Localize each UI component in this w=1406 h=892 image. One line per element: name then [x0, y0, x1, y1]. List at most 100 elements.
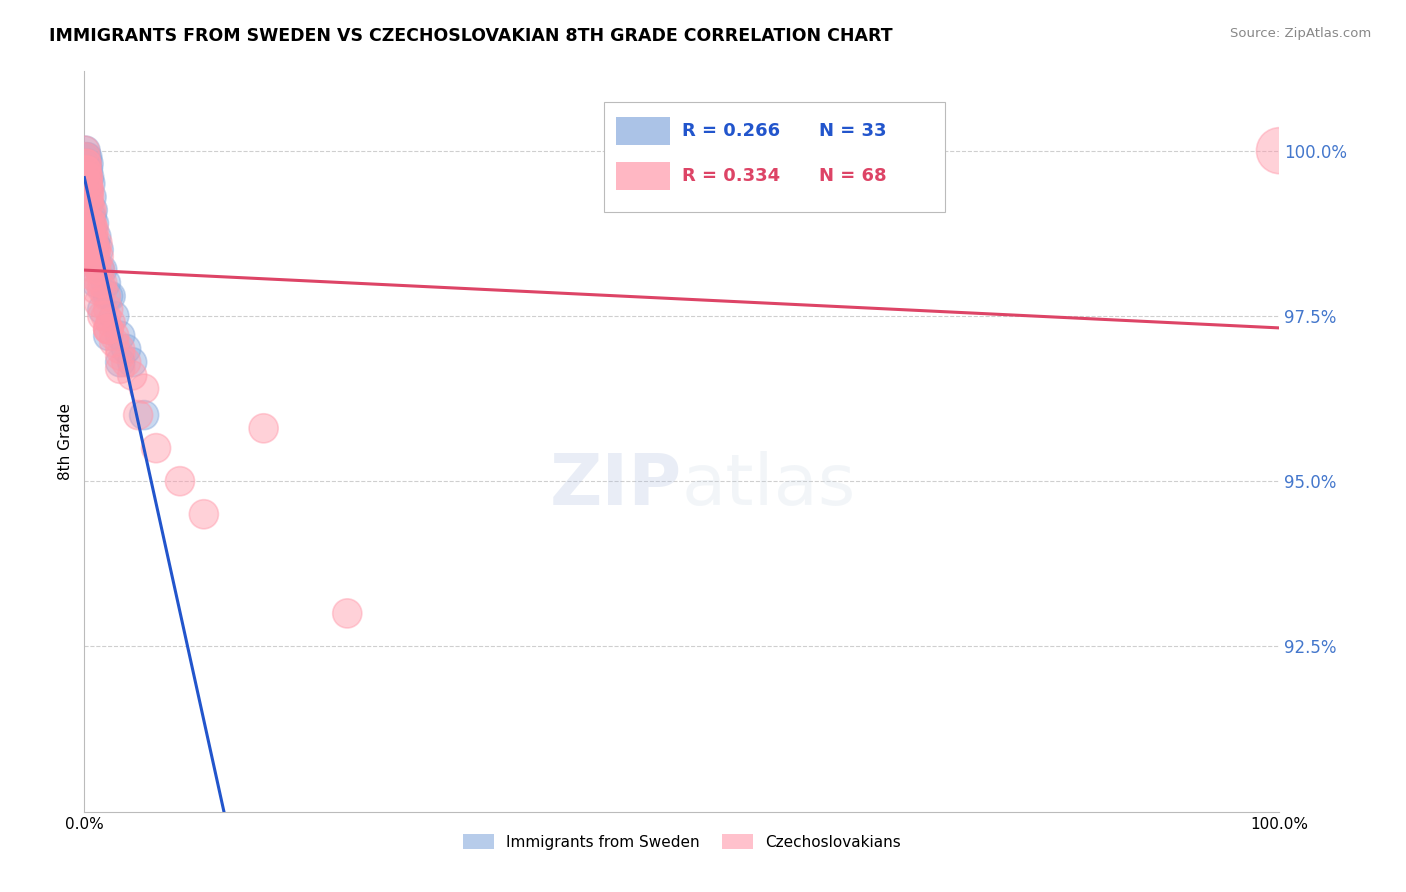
Point — [79, 223, 101, 237]
Point — [110, 361, 132, 376]
Point — [77, 163, 100, 178]
Point — [87, 295, 110, 310]
Point — [76, 157, 98, 171]
Point — [110, 355, 132, 369]
Text: N = 68: N = 68 — [820, 167, 887, 185]
Point — [80, 243, 103, 257]
Point — [86, 256, 108, 270]
Point — [76, 170, 98, 185]
Text: ZIP: ZIP — [550, 451, 682, 520]
Point — [91, 262, 114, 277]
Point — [86, 283, 108, 297]
Point — [97, 322, 120, 336]
Point — [83, 223, 105, 237]
Point — [75, 157, 97, 171]
Point — [169, 474, 191, 488]
Point — [91, 302, 114, 317]
Text: atlas: atlas — [682, 451, 856, 520]
Point — [82, 203, 104, 218]
Point — [76, 177, 98, 191]
Point — [77, 177, 100, 191]
Point — [73, 144, 96, 158]
Point — [86, 229, 108, 244]
Point — [89, 262, 111, 277]
Point — [103, 328, 125, 343]
FancyBboxPatch shape — [616, 117, 671, 145]
Point — [115, 355, 138, 369]
Point — [110, 349, 132, 363]
Text: Source: ZipAtlas.com: Source: ZipAtlas.com — [1230, 27, 1371, 40]
FancyBboxPatch shape — [605, 103, 945, 212]
Point — [86, 236, 108, 251]
Point — [145, 441, 167, 455]
Point — [336, 607, 359, 621]
Point — [89, 262, 111, 277]
Point — [83, 269, 105, 284]
Point — [193, 508, 215, 522]
Point — [79, 177, 101, 191]
Point — [79, 229, 101, 244]
Point — [87, 243, 110, 257]
Point — [76, 177, 98, 191]
Point — [103, 309, 125, 323]
Point — [75, 150, 97, 164]
Point — [91, 309, 114, 323]
Point — [97, 328, 120, 343]
Point — [86, 276, 108, 290]
Point — [79, 223, 101, 237]
Point — [100, 316, 122, 330]
Point — [89, 276, 111, 290]
Point — [97, 322, 120, 336]
Point — [77, 196, 100, 211]
Point — [77, 196, 100, 211]
Point — [253, 421, 276, 435]
Point — [115, 342, 138, 356]
Point — [77, 183, 100, 197]
Point — [132, 382, 156, 396]
Point — [97, 302, 120, 317]
Point — [110, 342, 132, 356]
Point — [103, 335, 125, 350]
Point — [77, 190, 100, 204]
Point — [82, 256, 104, 270]
Text: N = 33: N = 33 — [820, 122, 887, 140]
Point — [91, 283, 114, 297]
Point — [80, 216, 103, 230]
Point — [82, 229, 104, 244]
Point — [84, 236, 107, 251]
Point — [121, 368, 143, 383]
Point — [91, 276, 114, 290]
Point — [75, 163, 97, 178]
Point — [83, 249, 105, 263]
Point — [97, 322, 120, 336]
Text: R = 0.266: R = 0.266 — [682, 122, 780, 140]
Point — [75, 144, 97, 158]
Point — [75, 163, 97, 178]
Point — [80, 216, 103, 230]
Point — [76, 150, 98, 164]
Point — [127, 408, 149, 422]
Point — [121, 355, 143, 369]
Point — [76, 177, 98, 191]
Point — [77, 190, 100, 204]
FancyBboxPatch shape — [616, 161, 671, 190]
Text: IMMIGRANTS FROM SWEDEN VS CZECHOSLOVAKIAN 8TH GRADE CORRELATION CHART: IMMIGRANTS FROM SWEDEN VS CZECHOSLOVAKIA… — [49, 27, 893, 45]
Point — [132, 408, 156, 422]
Point — [80, 210, 103, 224]
Point — [83, 216, 105, 230]
Point — [94, 289, 117, 303]
Point — [77, 157, 100, 171]
Point — [75, 150, 97, 164]
Point — [86, 243, 108, 257]
Point — [94, 276, 117, 290]
Point — [77, 183, 100, 197]
Text: R = 0.334: R = 0.334 — [682, 167, 780, 185]
Point — [86, 262, 108, 277]
Y-axis label: 8th Grade: 8th Grade — [58, 403, 73, 480]
Point — [82, 223, 104, 237]
Point — [83, 236, 105, 251]
Point — [84, 249, 107, 263]
Point — [77, 196, 100, 211]
Point — [84, 243, 107, 257]
Point — [79, 203, 101, 218]
